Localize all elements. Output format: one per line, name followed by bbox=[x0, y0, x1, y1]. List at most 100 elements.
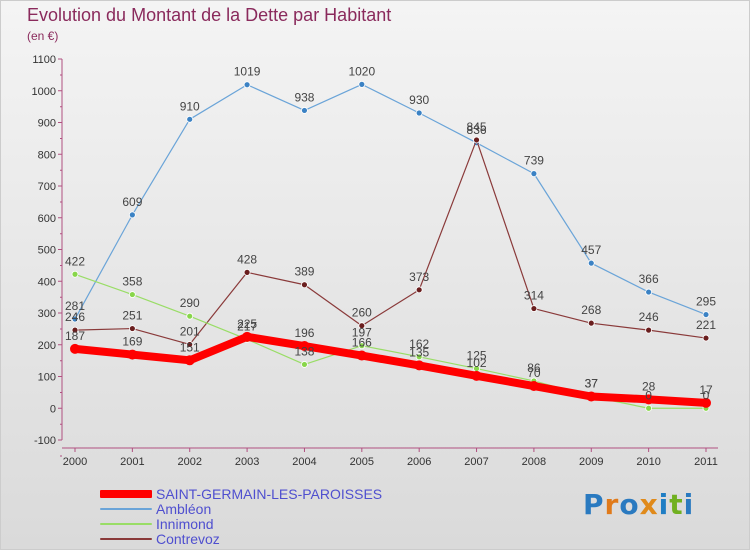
x-tick-label: 2007 bbox=[464, 456, 488, 468]
y-tick-label: 300 bbox=[38, 308, 56, 320]
logo-letter: i bbox=[683, 488, 695, 521]
data-point bbox=[473, 136, 480, 144]
legend-swatch bbox=[100, 489, 152, 498]
data-point bbox=[530, 305, 538, 312]
data-point bbox=[71, 315, 79, 323]
chart-title: Evolution du Montant de la Dette par Hab… bbox=[27, 5, 392, 25]
data-point bbox=[587, 259, 595, 267]
legend-swatch bbox=[100, 522, 152, 525]
data-label: 457 bbox=[581, 243, 601, 257]
data-point bbox=[701, 397, 711, 408]
chart-subtitle: (en €) bbox=[27, 29, 59, 43]
y-tick-label: 0 bbox=[50, 403, 56, 415]
data-point bbox=[356, 350, 367, 361]
data-point bbox=[184, 355, 195, 366]
data-point bbox=[301, 107, 308, 114]
data-point bbox=[414, 360, 425, 371]
data-point bbox=[242, 331, 253, 342]
series-line bbox=[71, 332, 710, 407]
data-point bbox=[127, 349, 138, 360]
data-point bbox=[702, 311, 710, 318]
x-tick-label: 2004 bbox=[292, 456, 316, 468]
x-tick-label: 2005 bbox=[350, 456, 374, 468]
data-label: 246 bbox=[639, 310, 659, 324]
data-point bbox=[299, 341, 310, 352]
data-point bbox=[243, 268, 251, 276]
data-label: 217 bbox=[237, 319, 257, 333]
data-point bbox=[530, 170, 538, 178]
data-label: 221 bbox=[696, 318, 716, 332]
data-label: 151 bbox=[180, 340, 200, 354]
data-point bbox=[415, 109, 423, 117]
data-point bbox=[358, 81, 366, 88]
data-label: 1019 bbox=[234, 65, 261, 79]
data-label: 17 bbox=[699, 383, 713, 397]
data-label: 138 bbox=[294, 344, 314, 358]
legend-item: Ambléon bbox=[100, 501, 382, 517]
x-tick-label: 2002 bbox=[177, 456, 201, 468]
data-point bbox=[128, 325, 136, 332]
proxiti-logo: Proxiti bbox=[583, 488, 694, 521]
data-point bbox=[415, 353, 423, 361]
legend-label: Contrevoz bbox=[156, 530, 220, 547]
data-label: 0 bbox=[703, 388, 710, 402]
x-tick-label: 2011 bbox=[694, 456, 718, 468]
y-tick-label: 200 bbox=[38, 340, 56, 352]
data-label: 125 bbox=[467, 349, 487, 363]
data-label: 910 bbox=[180, 99, 200, 113]
data-label: 86 bbox=[527, 361, 541, 375]
data-point bbox=[301, 361, 308, 368]
data-label: 135 bbox=[409, 345, 429, 359]
data-point bbox=[128, 211, 136, 219]
data-label: 225 bbox=[237, 317, 257, 331]
y-tick-label: 1000 bbox=[32, 86, 56, 98]
data-point bbox=[471, 370, 482, 381]
data-label: 845 bbox=[467, 120, 487, 134]
y-tick-label: 400 bbox=[38, 276, 56, 288]
data-label: 373 bbox=[409, 270, 429, 284]
data-label: 196 bbox=[294, 326, 314, 340]
data-label: 609 bbox=[122, 195, 142, 209]
data-point bbox=[702, 334, 710, 342]
data-label: 930 bbox=[409, 93, 429, 107]
data-label: 37 bbox=[585, 377, 599, 391]
data-point bbox=[643, 394, 654, 405]
data-point bbox=[358, 342, 366, 350]
data-point bbox=[71, 326, 79, 334]
data-label: 358 bbox=[122, 275, 142, 289]
x-tick-label: 2006 bbox=[407, 456, 431, 468]
data-label: 428 bbox=[237, 252, 257, 266]
x-tick-label: 2000 bbox=[63, 456, 87, 468]
logo-letter: i bbox=[658, 488, 670, 521]
data-point bbox=[186, 115, 194, 123]
data-label: 166 bbox=[352, 336, 372, 350]
data-label: 281 bbox=[65, 299, 85, 313]
data-label: 938 bbox=[294, 90, 314, 104]
y-tick-label: 700 bbox=[38, 181, 56, 193]
series-line bbox=[74, 273, 707, 409]
data-label: 389 bbox=[294, 265, 314, 279]
legend-label: Innimond bbox=[156, 515, 214, 532]
data-point bbox=[415, 286, 423, 294]
data-point bbox=[186, 341, 194, 348]
data-label: 251 bbox=[122, 309, 142, 323]
logo-letter: P bbox=[583, 488, 605, 521]
data-point bbox=[243, 81, 251, 89]
data-point bbox=[528, 381, 539, 392]
data-label: 260 bbox=[352, 306, 372, 320]
data-label: 1020 bbox=[348, 64, 375, 78]
legend-item: Innimond bbox=[100, 515, 382, 532]
data-label: 162 bbox=[409, 337, 429, 351]
x-tick-label: 2003 bbox=[235, 456, 259, 468]
data-point bbox=[358, 322, 366, 330]
logo-letter: r bbox=[604, 488, 620, 521]
y-tick-label: 100 bbox=[38, 372, 56, 384]
data-label: 0 bbox=[645, 388, 652, 402]
logo-letter: x bbox=[639, 488, 659, 521]
logo-letter: t bbox=[669, 488, 684, 521]
data-label: 201 bbox=[180, 324, 200, 338]
data-label: 290 bbox=[180, 296, 200, 310]
data-label: 102 bbox=[467, 356, 487, 370]
